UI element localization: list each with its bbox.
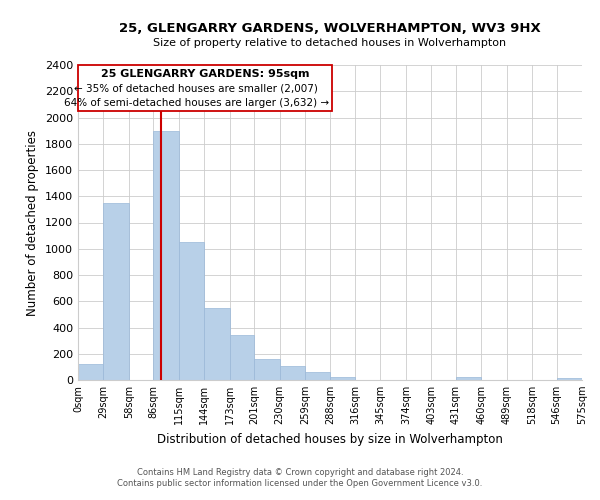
Text: 64% of semi-detached houses are larger (3,632) →: 64% of semi-detached houses are larger (… xyxy=(64,98,329,108)
Bar xyxy=(204,308,230,380)
Text: 25 GLENGARRY GARDENS: 95sqm: 25 GLENGARRY GARDENS: 95sqm xyxy=(101,69,310,79)
Bar xyxy=(230,336,254,380)
Bar xyxy=(557,378,582,380)
Bar xyxy=(179,242,204,380)
X-axis label: Distribution of detached houses by size in Wolverhampton: Distribution of detached houses by size … xyxy=(157,432,503,446)
Y-axis label: Number of detached properties: Number of detached properties xyxy=(26,130,40,316)
Bar xyxy=(305,372,331,380)
Text: Size of property relative to detached houses in Wolverhampton: Size of property relative to detached ho… xyxy=(154,38,506,48)
Bar xyxy=(254,359,280,380)
Bar xyxy=(331,376,355,380)
Text: Contains HM Land Registry data © Crown copyright and database right 2024.
Contai: Contains HM Land Registry data © Crown c… xyxy=(118,468,482,487)
Bar xyxy=(154,130,179,380)
Bar xyxy=(280,366,305,380)
Bar xyxy=(456,378,481,380)
Text: ← 35% of detached houses are smaller (2,007): ← 35% of detached houses are smaller (2,… xyxy=(74,84,318,94)
Bar xyxy=(78,364,103,380)
Text: 25, GLENGARRY GARDENS, WOLVERHAMPTON, WV3 9HX: 25, GLENGARRY GARDENS, WOLVERHAMPTON, WV… xyxy=(119,22,541,36)
Bar xyxy=(103,203,129,380)
FancyBboxPatch shape xyxy=(78,65,332,111)
